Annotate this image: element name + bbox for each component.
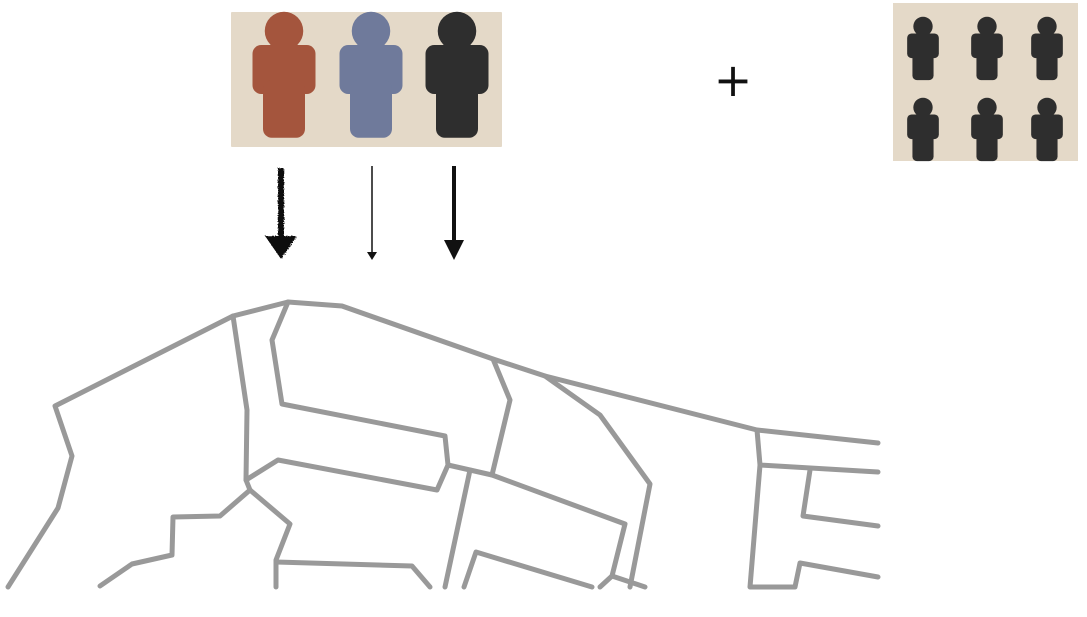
map-border: [461, 549, 595, 590]
map-border: [273, 559, 433, 590]
plus-operator: +: [713, 53, 753, 107]
map-border: [445, 356, 513, 478]
map-border: [442, 467, 473, 590]
map-border: [747, 462, 881, 590]
map-border: [609, 573, 648, 590]
map-border: [800, 467, 881, 529]
district-map: [5, 299, 881, 590]
map-outer-boundary: [5, 299, 881, 590]
thin-down-arrow-icon: [367, 166, 377, 260]
colored-meeples-card: [231, 11, 502, 147]
rough-down-arrow-icon: [265, 168, 297, 259]
map-border: [542, 373, 653, 590]
map-border: [230, 313, 253, 493]
map-border: [247, 487, 293, 590]
map-border: [97, 487, 253, 589]
map-border: [243, 299, 451, 493]
black-meeples-card: [893, 3, 1078, 162]
bold-down-arrow-icon: [444, 166, 464, 260]
map-border: [489, 472, 628, 590]
